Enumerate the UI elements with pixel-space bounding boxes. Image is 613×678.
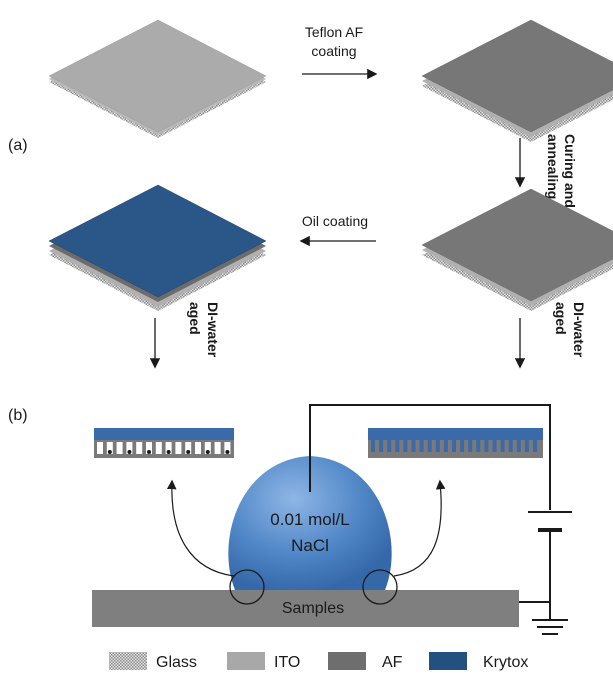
comb-tooth <box>516 440 521 452</box>
legend-swatch-krytox <box>429 652 467 670</box>
curing-label-2: annealing <box>545 134 561 199</box>
comb-tooth <box>524 440 529 452</box>
comb-tooth <box>387 440 392 452</box>
droplet-label-1: 0.01 mol/L <box>270 510 349 529</box>
pore-dot <box>205 450 210 454</box>
substrate-label: Samples <box>282 600 344 617</box>
pore <box>175 442 182 454</box>
comb-tooth <box>427 440 432 452</box>
droplet-label-2: NaCl <box>291 536 329 555</box>
panel-a-label: (a) <box>8 137 28 154</box>
circuit <box>309 404 572 635</box>
legend-label-af: AF <box>382 654 403 671</box>
panel-b-label: (b) <box>8 407 28 424</box>
comb-tooth <box>435 440 440 452</box>
curve-arrow-right <box>393 479 446 577</box>
teflon-label-2: coating <box>311 43 356 59</box>
comb-tooth <box>508 440 513 452</box>
pore-dot <box>127 450 132 454</box>
pore <box>136 442 143 454</box>
circuit-wire-top <box>309 404 551 510</box>
pore <box>116 442 123 454</box>
pore <box>97 442 103 454</box>
plate-af-top <box>421 19 613 142</box>
inset-right-comb <box>371 440 537 452</box>
comb-tooth <box>468 440 473 452</box>
pore-dot <box>166 450 171 454</box>
pore-dot <box>107 450 112 454</box>
pore <box>155 442 162 454</box>
pore <box>185 442 192 454</box>
comb-tooth <box>419 440 424 452</box>
comb-tooth <box>403 440 408 452</box>
pore <box>146 442 152 454</box>
pore <box>214 442 221 454</box>
comb-tooth <box>379 440 384 452</box>
di-right-label-1: DI-water <box>571 302 587 358</box>
plate-af-cured <box>421 188 613 311</box>
contact-circle-right <box>362 569 398 605</box>
inset-krytox-comb <box>368 428 543 458</box>
teflon-label-1: Teflon AF <box>305 24 363 40</box>
comb-tooth <box>371 440 375 452</box>
pore <box>126 442 133 454</box>
pore <box>204 442 211 454</box>
plate-krytox <box>48 184 267 311</box>
comb-tooth <box>411 440 416 452</box>
plate-ito-glass <box>48 19 267 138</box>
contact-circle-left <box>229 569 265 605</box>
inset-krytox-porous <box>94 428 234 458</box>
comb-tooth <box>460 440 465 452</box>
di-right-label-2: aged <box>553 302 569 335</box>
legend-swatch-glass <box>109 652 147 670</box>
pore <box>106 442 113 454</box>
comb-tooth <box>500 440 505 452</box>
oil-label: Oil coating <box>302 213 368 229</box>
legend: Glass ITO AF Krytox <box>109 652 528 671</box>
curing-label-1: Curing and <box>562 134 578 208</box>
comb-tooth <box>484 440 489 452</box>
comb-tooth <box>395 440 400 452</box>
substrate <box>92 590 519 627</box>
legend-label-krytox: Krytox <box>483 654 528 671</box>
comb-tooth <box>476 440 481 452</box>
legend-swatch-ito <box>227 652 265 670</box>
legend-swatch-af <box>328 652 366 670</box>
nacl-droplet <box>228 456 392 590</box>
curve-arrow-left <box>166 479 235 577</box>
pore-dot <box>225 450 230 454</box>
pore <box>165 442 172 454</box>
comb-tooth <box>452 440 456 452</box>
inset-left-pores <box>97 442 231 454</box>
di-left-label-2: aged <box>187 302 203 335</box>
comb-tooth <box>443 440 448 452</box>
di-left-label-1: DI-water <box>205 302 221 358</box>
pore <box>195 442 201 454</box>
pore-dot <box>147 450 151 454</box>
comb-tooth <box>533 440 537 452</box>
legend-label-ito: ITO <box>274 654 300 671</box>
comb-tooth <box>492 440 497 452</box>
pore-dot <box>186 450 191 454</box>
pore <box>224 442 231 454</box>
legend-label-glass: Glass <box>156 654 197 671</box>
